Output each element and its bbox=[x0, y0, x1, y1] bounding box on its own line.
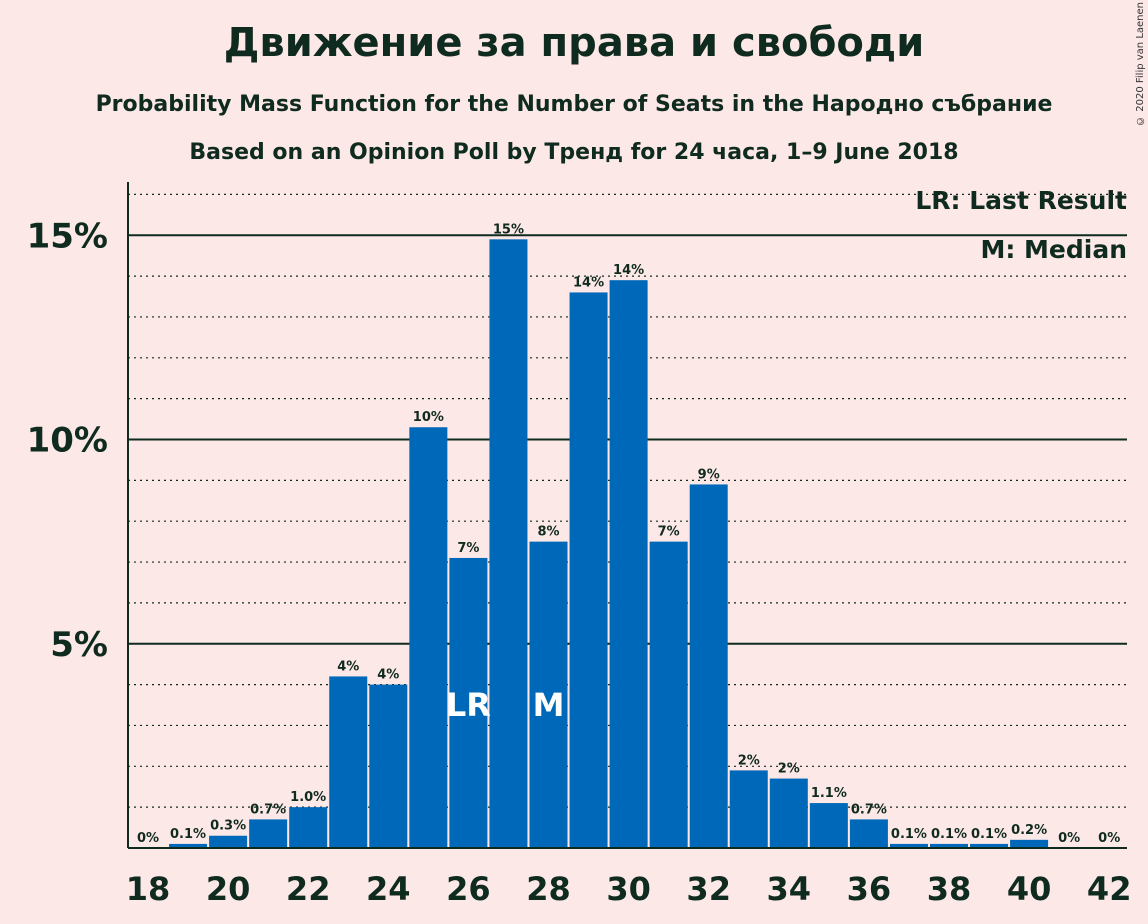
value-label: 1.1% bbox=[811, 786, 847, 801]
bar-seat-38 bbox=[930, 843, 968, 848]
legend-last-result: LR: Last Result bbox=[915, 186, 1127, 215]
bar-seat-25 bbox=[409, 427, 448, 848]
legend-median: M: Median bbox=[980, 235, 1127, 264]
x-tick-label: 42 bbox=[1087, 870, 1132, 908]
bar-seat-36 bbox=[849, 819, 888, 848]
chart-source: Based on an Opinion Poll by Тренд for 24… bbox=[189, 140, 959, 165]
value-label: 0.7% bbox=[851, 802, 887, 817]
value-label: 0.1% bbox=[891, 827, 927, 842]
x-tick-label: 24 bbox=[366, 870, 411, 908]
last-result-marker: LR bbox=[446, 686, 491, 724]
value-label: 0.1% bbox=[931, 827, 967, 842]
bar-seat-21 bbox=[249, 819, 288, 848]
x-tick-label: 26 bbox=[446, 870, 491, 908]
value-label: 2% bbox=[738, 753, 760, 768]
value-label: 0% bbox=[137, 831, 159, 846]
x-tick-label: 20 bbox=[206, 870, 251, 908]
bar-seat-33 bbox=[729, 770, 768, 848]
bars bbox=[169, 239, 1049, 848]
bar-seat-24 bbox=[369, 684, 408, 848]
value-label: 4% bbox=[337, 659, 359, 674]
bar-seat-26 bbox=[449, 557, 488, 848]
value-label: 0.2% bbox=[1011, 823, 1047, 838]
bar-seat-27 bbox=[489, 239, 528, 848]
median-marker: M bbox=[533, 686, 565, 724]
value-label: 0% bbox=[1058, 831, 1080, 846]
value-label: 14% bbox=[573, 275, 604, 290]
bar-seat-32 bbox=[689, 484, 728, 848]
value-label: 0.1% bbox=[170, 827, 206, 842]
x-tick-label: 22 bbox=[286, 870, 331, 908]
bar-seat-35 bbox=[809, 803, 848, 848]
y-tick-label: 10% bbox=[27, 421, 108, 461]
value-label: 7% bbox=[457, 541, 479, 556]
chart-subtitle: Probability Mass Function for the Number… bbox=[95, 92, 1053, 117]
axes: 5% 10% 15% 18 20 22 24 26 28 30 32 34 36 38 40 42 bbox=[27, 182, 1132, 908]
bar-seat-30 bbox=[609, 280, 648, 848]
value-label: 4% bbox=[377, 668, 399, 683]
x-tick-label: 38 bbox=[927, 870, 972, 908]
x-tick-label: 18 bbox=[126, 870, 171, 908]
y-tick-label: 15% bbox=[27, 216, 108, 256]
x-tick-label: 34 bbox=[767, 870, 812, 908]
bar-seat-22 bbox=[289, 807, 328, 848]
bar-seat-29 bbox=[569, 292, 608, 848]
value-label: 14% bbox=[613, 263, 644, 278]
x-tick-label: 30 bbox=[606, 870, 651, 908]
value-label: 0% bbox=[1098, 831, 1120, 846]
value-label: 15% bbox=[493, 222, 524, 237]
value-label: 0.1% bbox=[971, 827, 1007, 842]
bar-seat-31 bbox=[649, 541, 688, 848]
x-tick-label: 28 bbox=[526, 870, 571, 908]
bar-seat-34 bbox=[769, 778, 808, 848]
value-label: 0.3% bbox=[210, 819, 246, 834]
bar-seat-20 bbox=[209, 835, 248, 848]
value-label: 0.7% bbox=[250, 802, 286, 817]
bar-seat-37 bbox=[889, 843, 928, 848]
chart-title: Движение за права и свободи bbox=[223, 20, 925, 66]
value-label: 2% bbox=[778, 762, 800, 777]
bar-seat-19 bbox=[169, 843, 208, 848]
bar-seat-28 bbox=[529, 541, 568, 848]
x-tick-label: 40 bbox=[1007, 870, 1052, 908]
bar-seat-39 bbox=[970, 843, 1009, 848]
value-labels: 0% 0.1% 0.3% 0.7% 1.0% 4% 4% 10% 7% LR 15% 8% M 14% 14… bbox=[137, 222, 1120, 846]
x-tick-label: 32 bbox=[686, 870, 731, 908]
bar-seat-23 bbox=[329, 676, 368, 848]
y-tick-label: 5% bbox=[50, 625, 108, 665]
value-label: 10% bbox=[413, 410, 444, 425]
x-tick-label: 36 bbox=[847, 870, 892, 908]
value-label: 1.0% bbox=[290, 790, 326, 805]
value-label: 7% bbox=[658, 525, 680, 540]
bar-seat-40 bbox=[1010, 839, 1049, 848]
value-label: 9% bbox=[698, 467, 720, 482]
value-label: 8% bbox=[537, 525, 559, 540]
